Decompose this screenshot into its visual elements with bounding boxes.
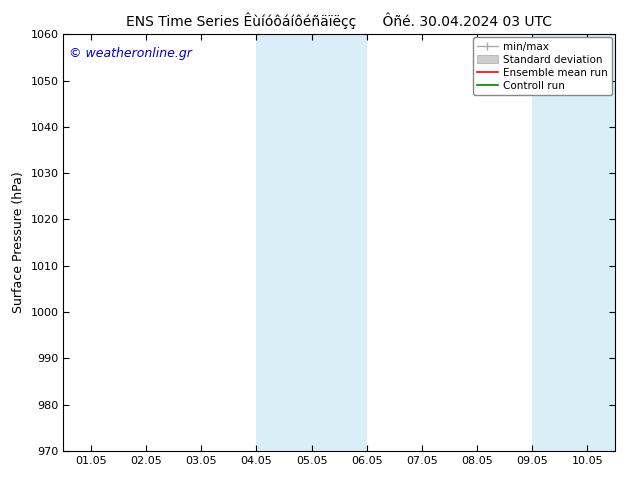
Title: ENS Time Series Êùíóôáíôéñäïëçç      Ôñé. 30.04.2024 03 UTC: ENS Time Series Êùíóôáíôéñäïëçç Ôñé. 30.… [126,12,552,29]
Legend: min/max, Standard deviation, Ensemble mean run, Controll run: min/max, Standard deviation, Ensemble me… [473,37,612,95]
Bar [256,34,367,451]
Bar [533,34,615,451]
Text: © weatheronline.gr: © weatheronline.gr [69,47,192,60]
Y-axis label: Surface Pressure (hPa): Surface Pressure (hPa) [12,172,25,314]
